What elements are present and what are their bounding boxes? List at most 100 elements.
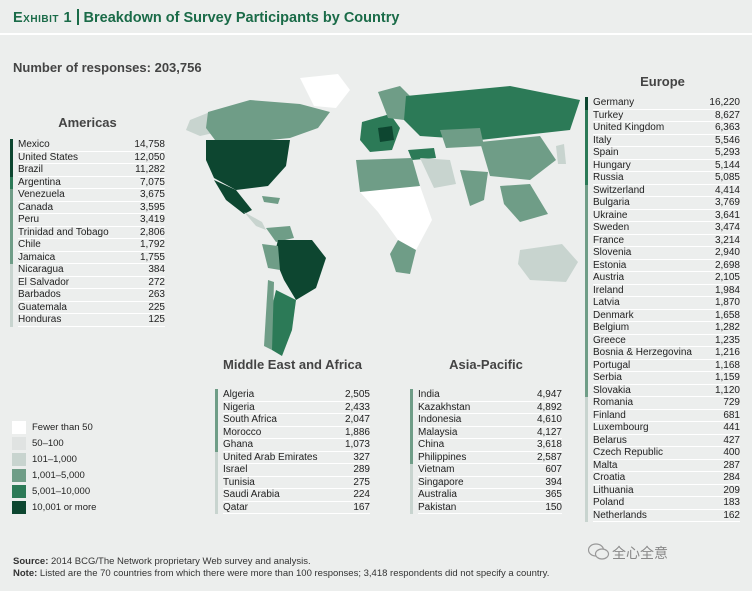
country-name: China [418,439,445,450]
country-name: Ukraine [593,209,628,221]
legend-swatch [12,453,26,466]
bin-marker [10,176,13,189]
bin-marker [585,359,588,372]
country-value: 3,474 [714,222,740,233]
country-row: Belgium 1,282 [585,322,740,335]
country-name: Nigeria [223,401,255,413]
row-divider [418,413,562,414]
country-value: 427 [723,434,740,446]
country-row: Czech Republic 400 [585,447,740,460]
country-name: Australia [418,489,457,500]
bin-marker [585,259,588,272]
country-value: 1,073 [344,439,370,450]
bin-marker [215,489,218,502]
country-value: 12,050 [134,151,165,163]
bin-marker [215,426,218,439]
country-value: 4,892 [536,401,562,413]
country-value: 125 [148,314,165,325]
country-name: Belgium [593,322,630,333]
row-divider [593,296,740,297]
map-mexico [214,180,252,214]
country-value: 5,293 [714,147,740,158]
country-value: 1,792 [139,239,165,250]
bin-marker [585,284,588,297]
legend-label: 10,001 or more [32,502,97,513]
country-value: 2,433 [344,401,370,413]
country-name: Lithuania [593,484,634,496]
country-row: Slovakia 1,120 [585,384,740,397]
row-divider [18,225,165,227]
legend-label: 50–100 [32,438,64,449]
country-name: Philippines [418,451,467,463]
row-divider [418,488,562,489]
wechat-icon [588,543,610,560]
country-value: 1,216 [714,347,740,358]
country-name: India [418,389,440,400]
country-name: Bosnia & Herzegovina [593,347,692,358]
country-name: Ghana [223,439,254,450]
country-list: Algeria 2,505 Nigeria 2,433 South Africa 2,04… [215,389,370,514]
row-divider [18,275,165,277]
country-row: Nigeria 2,433 [215,401,370,414]
bin-marker [215,401,218,414]
row-divider [593,396,740,397]
country-row: Sweden 3,474 [585,222,740,235]
row-divider [418,400,562,402]
country-row: China 3,618 [410,439,562,452]
country-value: 287 [723,459,740,471]
bin-marker [215,451,218,464]
country-name: Mexico [18,139,50,150]
country-name: Trinidad and Tobago [18,226,109,238]
bin-marker [585,347,588,360]
country-value: 275 [353,476,370,488]
country-name: Morocco [223,426,262,438]
country-row: Bulgaria 3,769 [585,197,740,210]
map-north-africa [356,158,420,196]
country-row: Indonesia 4,610 [410,414,562,427]
country-name: France [593,234,625,246]
country-name: South Africa [223,414,277,425]
country-name: El Salvador [18,276,70,288]
chart-title: Breakdown of Survey Participants by Coun… [83,10,400,26]
country-name: Austria [593,272,625,283]
country-name: Ireland [593,284,624,296]
bin-marker [10,251,13,264]
country-name: Sweden [593,222,630,233]
row-divider [18,300,165,302]
country-value: 2,587 [536,451,562,463]
row-divider [593,458,740,460]
country-row: Tunisia 275 [215,476,370,489]
country-value: 681 [723,409,740,421]
country-value: 365 [545,489,562,500]
country-row: Bosnia & Herzegovina 1,216 [585,347,740,360]
bin-marker [585,109,588,122]
row-divider [593,446,740,447]
bin-marker [10,289,13,302]
map-southeast-asia [500,184,548,222]
country-name: Luxembourg [593,422,649,433]
country-name: Barbados [18,289,61,300]
country-value: 3,675 [139,189,165,200]
country-row: Morocco 1,886 [215,426,370,439]
bin-marker [585,497,588,510]
bin-marker [410,464,413,477]
row-divider [593,471,740,472]
header-rule [0,33,752,35]
country-value: 16,220 [709,97,740,108]
country-value: 729 [723,397,740,408]
row-divider [18,250,165,252]
country-value: 3,419 [139,214,165,225]
bin-marker [585,372,588,385]
bin-marker [410,501,413,514]
country-name: Chile [18,239,41,250]
map-chile [264,280,274,350]
country-name: Algeria [223,389,255,400]
bin-marker [215,476,218,489]
country-row: Brazil 11,282 [10,164,165,177]
country-row: Singapore 394 [410,476,562,489]
country-value: 2,105 [714,272,740,283]
bin-marker [585,222,588,235]
row-divider [223,500,370,502]
country-name: Denmark [593,309,634,321]
country-row: Algeria 2,505 [215,389,370,402]
